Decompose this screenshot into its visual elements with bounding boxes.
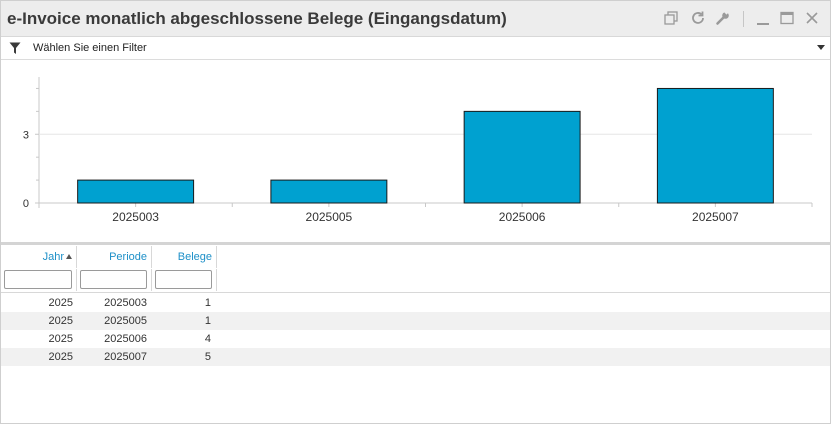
copy-icon[interactable] (662, 10, 680, 28)
column-header-belege[interactable]: Belege (152, 246, 217, 268)
bar-2025007 (656, 87, 774, 204)
x-tick-label: 2025003 (112, 210, 159, 224)
table-cell: 1 (204, 297, 211, 309)
table-cell: 2025006 (104, 333, 147, 345)
jahr-filter-input[interactable] (4, 270, 72, 289)
splitter[interactable] (1, 242, 830, 245)
table-cell: 2025 (48, 333, 73, 345)
filter-label: Wählen Sie einen Filter (33, 42, 147, 54)
table-cell: 5 (204, 351, 211, 363)
bar-2025003 (77, 179, 195, 204)
wrench-icon[interactable] (714, 10, 732, 28)
column-header-label: Belege (177, 251, 212, 263)
chart-area: 0 3 2025003 2025005 2025006 2025007 (1, 61, 830, 241)
table-cell: 2025003 (104, 297, 147, 309)
bar-chart: 0 3 2025003 2025005 2025006 2025007 (23, 77, 813, 224)
table-cell: 2025005 (104, 315, 147, 327)
x-tick-label: 2025005 (306, 210, 353, 224)
table-cell: 2025007 (104, 351, 147, 363)
belege-filter-input[interactable] (155, 270, 212, 289)
filter-row (1, 268, 217, 292)
refresh-icon[interactable] (689, 10, 707, 28)
data-grid: Jahr Periode Belege 2025 2025003 1 2025 2025… (1, 246, 830, 424)
table-row[interactable]: 2025 2025007 5 (1, 348, 830, 366)
filter-cell-periode (77, 269, 152, 291)
y-tick-label: 0 (23, 198, 29, 210)
table-row[interactable]: 2025 2025005 1 (1, 312, 830, 330)
table-cell: 2025 (48, 351, 73, 363)
close-icon[interactable] (803, 10, 821, 28)
column-header-label: Jahr (42, 251, 64, 263)
toolbar-separator (743, 11, 744, 27)
periode-filter-input[interactable] (80, 270, 147, 289)
funnel-icon (9, 42, 21, 60)
column-header-jahr[interactable]: Jahr (1, 246, 77, 268)
filter-cell-jahr (1, 269, 77, 291)
maximize-icon[interactable] (778, 10, 796, 28)
sort-ascending-icon (66, 254, 72, 259)
window-title: e-Invoice monatlich abgeschlossene Beleg… (7, 9, 507, 28)
column-header-periode[interactable]: Periode (77, 246, 152, 268)
table-cell: 2025 (48, 297, 73, 309)
x-tick-label: 2025007 (692, 210, 739, 224)
x-tick-label: 2025006 (499, 210, 546, 224)
y-tick-label: 3 (23, 129, 29, 141)
bar-2025006 (463, 110, 581, 204)
title-bar: e-Invoice monatlich abgeschlossene Beleg… (1, 1, 830, 37)
table-cell: 2025 (48, 315, 73, 327)
chevron-down-icon[interactable] (817, 45, 825, 50)
table-row[interactable]: 2025 2025003 1 (1, 294, 830, 312)
table-row[interactable]: 2025 2025006 4 (1, 330, 830, 348)
table-cell: 1 (204, 315, 211, 327)
column-header-label: Periode (109, 251, 147, 263)
filter-dropdown[interactable]: Wählen Sie einen Filter (1, 38, 830, 60)
table-cell: 4 (204, 333, 211, 345)
header-divider (1, 292, 830, 293)
minimize-icon[interactable] (754, 10, 772, 28)
filter-cell-belege (152, 269, 217, 291)
bar-2025005 (270, 179, 388, 204)
